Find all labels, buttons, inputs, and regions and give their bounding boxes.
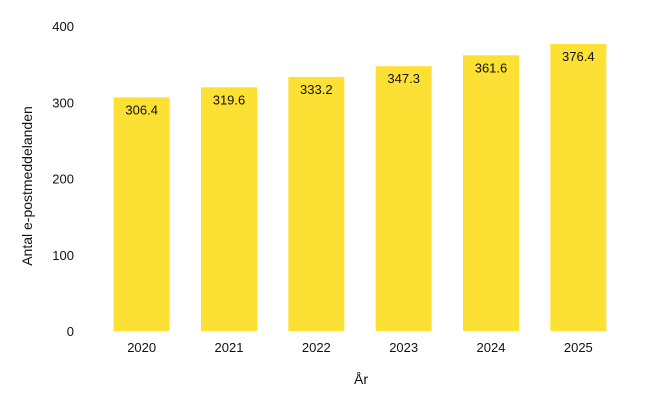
y-tick-label-100: 100	[52, 248, 74, 263]
bar-2024	[463, 55, 519, 331]
bar-2022	[288, 76, 345, 331]
bar-2021	[201, 87, 257, 331]
x-tick-label-2020: 2020	[127, 340, 156, 355]
x-tick-label-2021: 2021	[215, 340, 244, 355]
data-labels-layer: 306.4 319.6 333.2 347.3 361.6 376.4	[125, 49, 594, 117]
y-tick-label-300: 300	[52, 95, 74, 110]
bars-layer	[113, 44, 607, 332]
x-tick-label-2025: 2025	[564, 340, 593, 355]
y-axis-ticks: 0 100 200 300 400	[52, 19, 74, 339]
data-label-2021: 319.6	[213, 92, 246, 107]
x-axis-ticks: 2020 2021 2022 2023 2024 2025	[127, 340, 593, 355]
data-label-2023: 347.3	[387, 71, 420, 86]
data-label-2022: 333.2	[300, 82, 333, 97]
y-tick-label-400: 400	[52, 19, 74, 34]
bar-2025	[550, 44, 607, 331]
data-label-2020: 306.4	[125, 102, 158, 117]
bar-2020	[113, 97, 170, 332]
y-tick-label-0: 0	[67, 324, 74, 339]
x-tick-label-2022: 2022	[302, 340, 331, 355]
data-label-2025: 376.4	[562, 49, 595, 64]
bar-2023	[375, 66, 432, 332]
y-tick-label-200: 200	[52, 172, 74, 187]
x-axis-title: År	[354, 371, 368, 387]
x-tick-label-2023: 2023	[389, 340, 418, 355]
data-label-2024: 361.6	[475, 60, 508, 75]
y-axis-title: Antal e-postmeddelanden	[19, 106, 35, 266]
x-tick-label-2024: 2024	[477, 340, 506, 355]
